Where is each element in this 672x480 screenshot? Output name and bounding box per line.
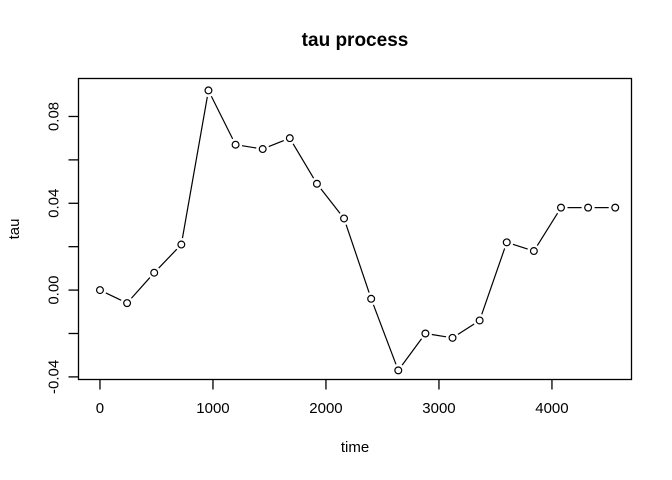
y-tick-label: -0.04 bbox=[46, 360, 63, 394]
data-point-marker bbox=[421, 329, 430, 338]
series-line-segment bbox=[457, 323, 475, 335]
data-point-marker bbox=[556, 203, 565, 212]
data-point-marker bbox=[448, 333, 457, 342]
series-line-segment bbox=[292, 143, 315, 179]
y-axis-label: tau bbox=[6, 219, 23, 240]
data-point-marker bbox=[285, 134, 294, 143]
series-line-segment bbox=[345, 224, 370, 293]
data-point-marker bbox=[312, 179, 321, 188]
series-line-segment bbox=[481, 248, 506, 315]
data-point-marker bbox=[150, 268, 159, 277]
data-point-marker bbox=[340, 214, 349, 223]
series-line-segment bbox=[268, 140, 284, 148]
y-tick-label: 0.08 bbox=[46, 102, 63, 131]
series-line-segment bbox=[401, 338, 423, 366]
series-line-segment bbox=[536, 212, 559, 246]
x-tick-label: 2000 bbox=[309, 400, 342, 417]
data-point-marker bbox=[258, 145, 267, 154]
data-point-marker bbox=[529, 247, 538, 256]
x-tick-label: 4000 bbox=[535, 400, 568, 417]
data-point-marker bbox=[177, 240, 186, 249]
y-tick-label: 0.00 bbox=[46, 275, 63, 304]
series-line-segment bbox=[241, 145, 257, 149]
data-point-marker bbox=[475, 316, 484, 325]
series-line-segment bbox=[372, 304, 397, 365]
data-point-marker bbox=[584, 203, 593, 212]
data-point-marker bbox=[367, 294, 376, 303]
data-point-marker bbox=[95, 286, 104, 295]
series-line-segment bbox=[512, 243, 528, 250]
series-line-segment bbox=[210, 95, 234, 140]
data-point-marker bbox=[204, 86, 213, 95]
data-point-marker bbox=[231, 140, 240, 149]
x-axis-label: time bbox=[341, 439, 369, 456]
series-layer bbox=[95, 86, 620, 375]
series-line-segment bbox=[431, 333, 447, 338]
data-point-marker bbox=[123, 299, 132, 308]
series-line-segment bbox=[320, 188, 341, 214]
series-line-segment bbox=[181, 96, 208, 239]
data-point-marker bbox=[611, 203, 620, 212]
series-line-segment bbox=[158, 248, 178, 269]
series-line-segment bbox=[105, 292, 122, 301]
axes-layer: 0 1000 2000 3000 4000 -0.04 0.00 0.04 0.08 bbox=[46, 102, 569, 417]
plot-frame bbox=[77, 77, 633, 381]
y-tick-label: 0.04 bbox=[46, 189, 63, 218]
x-tick-label: 0 bbox=[96, 400, 104, 417]
data-point-marker bbox=[502, 238, 511, 247]
data-point-marker bbox=[394, 366, 403, 375]
x-tick-label: 1000 bbox=[196, 400, 229, 417]
series-line-segment bbox=[130, 277, 151, 299]
chart-title: tau process bbox=[302, 30, 409, 51]
x-tick-label: 3000 bbox=[422, 400, 455, 417]
